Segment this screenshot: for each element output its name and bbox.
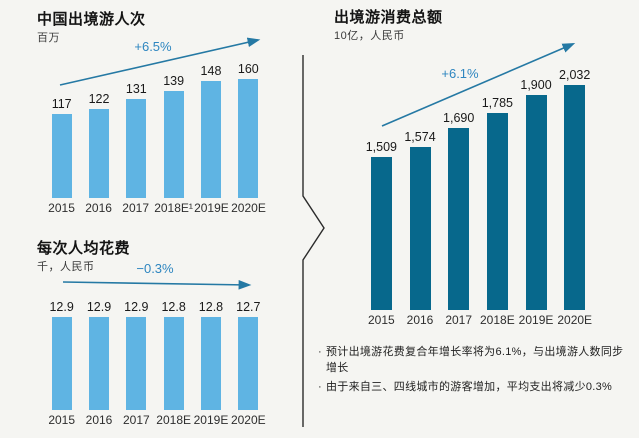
x-axis-label: 2020E (231, 201, 266, 215)
chart1-trend-label: +6.5% (134, 39, 172, 54)
bar-group: 12.8 (192, 300, 229, 410)
x-axis-label: 2017 (122, 413, 150, 427)
x-axis-label: 2018E (156, 413, 191, 427)
chart3-plot-area: 1,509 1,574 1,690 1,785 1,900 2,032 (362, 68, 594, 310)
chart1-unit-label: 百万 (37, 32, 60, 44)
bar-group: 1,785 (478, 68, 517, 310)
x-axis-label: 2015 (48, 201, 75, 215)
bar (126, 317, 147, 410)
bar-group: 122 (80, 62, 117, 198)
bar (370, 157, 392, 310)
bar (163, 91, 184, 198)
footnote-text: 预计出境游花费复合年增长率将为6.1%，与出境游人数同步增长 (325, 346, 624, 374)
bar-group: 12.7 (230, 300, 267, 410)
x-axis-label: 2020E (230, 413, 266, 427)
bar-value-label: 1,509 (365, 140, 397, 154)
bar (163, 317, 184, 410)
x-axis-label: 2018E¹ (154, 201, 193, 215)
bar-value-label: 12.9 (86, 300, 112, 314)
x-axis-label: 2017 (445, 313, 473, 327)
footnote-bullet: · (318, 380, 322, 393)
bar (448, 128, 470, 310)
bar-value-label: 160 (237, 62, 259, 76)
footnote-item: · 预计出境游花费复合年增长率将为6.1%，与出境游人数同步增长 (318, 345, 626, 377)
bar-group: 117 (43, 62, 80, 198)
x-axis-label: 2015 (48, 413, 76, 427)
chart3-unit-label: 10亿，人民币 (334, 30, 405, 42)
bar-value-label: 1,785 (481, 96, 513, 110)
x-axis-label: 2019E (193, 413, 229, 427)
footnotes: · 预计出境游花费复合年增长率将为6.1%，与出境游人数同步增长 · 由于来自三、四线… (318, 345, 626, 399)
chart2-trend-arrow-icon (62, 280, 252, 290)
x-axis-label: 2018E (480, 313, 515, 327)
bar (238, 79, 259, 198)
bar-group: 12.9 (43, 300, 80, 410)
chart3-trend-label: +6.1% (441, 66, 479, 81)
bar (200, 317, 221, 410)
bar-value-label: 131 (125, 82, 147, 96)
bar-value-label: 12.9 (49, 300, 74, 314)
bar (486, 113, 508, 310)
chart2-plot-area: 12.9 12.9 12.9 12.8 12.8 12.7 (43, 300, 267, 410)
bar-group: 1,574 (401, 68, 440, 310)
bar-value-label: 1,574 (404, 130, 436, 144)
bar (238, 317, 259, 410)
bar-value-label: 1,690 (443, 111, 475, 125)
bar-value-label: 1,900 (520, 78, 552, 92)
bar-group: 1,690 (439, 68, 478, 310)
x-axis-label: 2019E (194, 201, 229, 215)
bar-group: 1,509 (362, 68, 401, 310)
bar (409, 147, 431, 310)
chart1-plot-area: 117 122 131 139 148 160 (43, 62, 267, 198)
bar (51, 317, 72, 410)
bar-value-label: 12.7 (236, 300, 261, 314)
x-axis-label: 2020E (557, 313, 593, 327)
bar-group: 131 (118, 62, 155, 198)
x-axis-label: 2015 (367, 313, 395, 327)
chart1-x-axis: 2015 2016 2017 2018E¹ 2019E 2020E (43, 201, 267, 215)
bar (200, 81, 221, 198)
bar-group: 12.8 (155, 300, 192, 410)
chart1-trend-arrow-icon (59, 37, 261, 86)
chart3-trend-arrow-icon (381, 43, 576, 127)
bar-group: 1,900 (517, 68, 556, 310)
bar-value-label: 122 (88, 92, 110, 106)
bar-value-label: 12.8 (198, 300, 224, 314)
x-axis-label: 2019E (518, 313, 554, 327)
bar-value-label: 148 (200, 64, 222, 78)
chart3-x-axis: 2015 2016 2017 2018E 2019E 2020E (362, 313, 594, 327)
x-axis-label: 2016 (85, 201, 112, 215)
bar-value-label: 117 (51, 97, 72, 111)
bar (51, 114, 72, 198)
bar (88, 317, 109, 410)
bar-value-label: 12.9 (124, 300, 149, 314)
bar-group: 2,032 (555, 68, 594, 310)
brace-divider-icon (302, 55, 325, 427)
chart2-unit-label: 千，人民币 (37, 261, 95, 273)
footnote-item: · 由于来自三、四线城市的游客增加，平均支出将减少0.3% (318, 380, 626, 396)
chart1-title: 中国出境游人次 (37, 11, 146, 28)
bar (88, 109, 109, 198)
chart2-x-axis: 2015 2016 2017 2018E 2019E 2020E (43, 413, 267, 427)
bar-group: 139 (155, 62, 192, 198)
chart2-trend-label: −0.3% (136, 261, 174, 276)
bar-value-label: 139 (163, 74, 185, 88)
chart2-title: 每次人均花费 (37, 240, 131, 257)
x-axis-label: 2016 (85, 413, 113, 427)
bar-value-label: 2,032 (559, 68, 591, 82)
x-axis-label: 2016 (406, 313, 434, 327)
x-axis-label: 2017 (122, 201, 149, 215)
bar (525, 95, 547, 310)
bar (564, 85, 586, 310)
bar (126, 99, 147, 198)
bar-group: 12.9 (80, 300, 117, 410)
bar-group: 148 (192, 62, 229, 198)
footnote-text: 由于来自三、四线城市的游客增加，平均支出将减少0.3% (325, 380, 613, 393)
bar-group: 12.9 (118, 300, 155, 410)
bar-group: 160 (230, 62, 267, 198)
chart3-title: 出境游消费总额 (334, 9, 443, 26)
bar-value-label: 12.8 (161, 300, 186, 314)
footnote-bullet: · (318, 346, 322, 358)
